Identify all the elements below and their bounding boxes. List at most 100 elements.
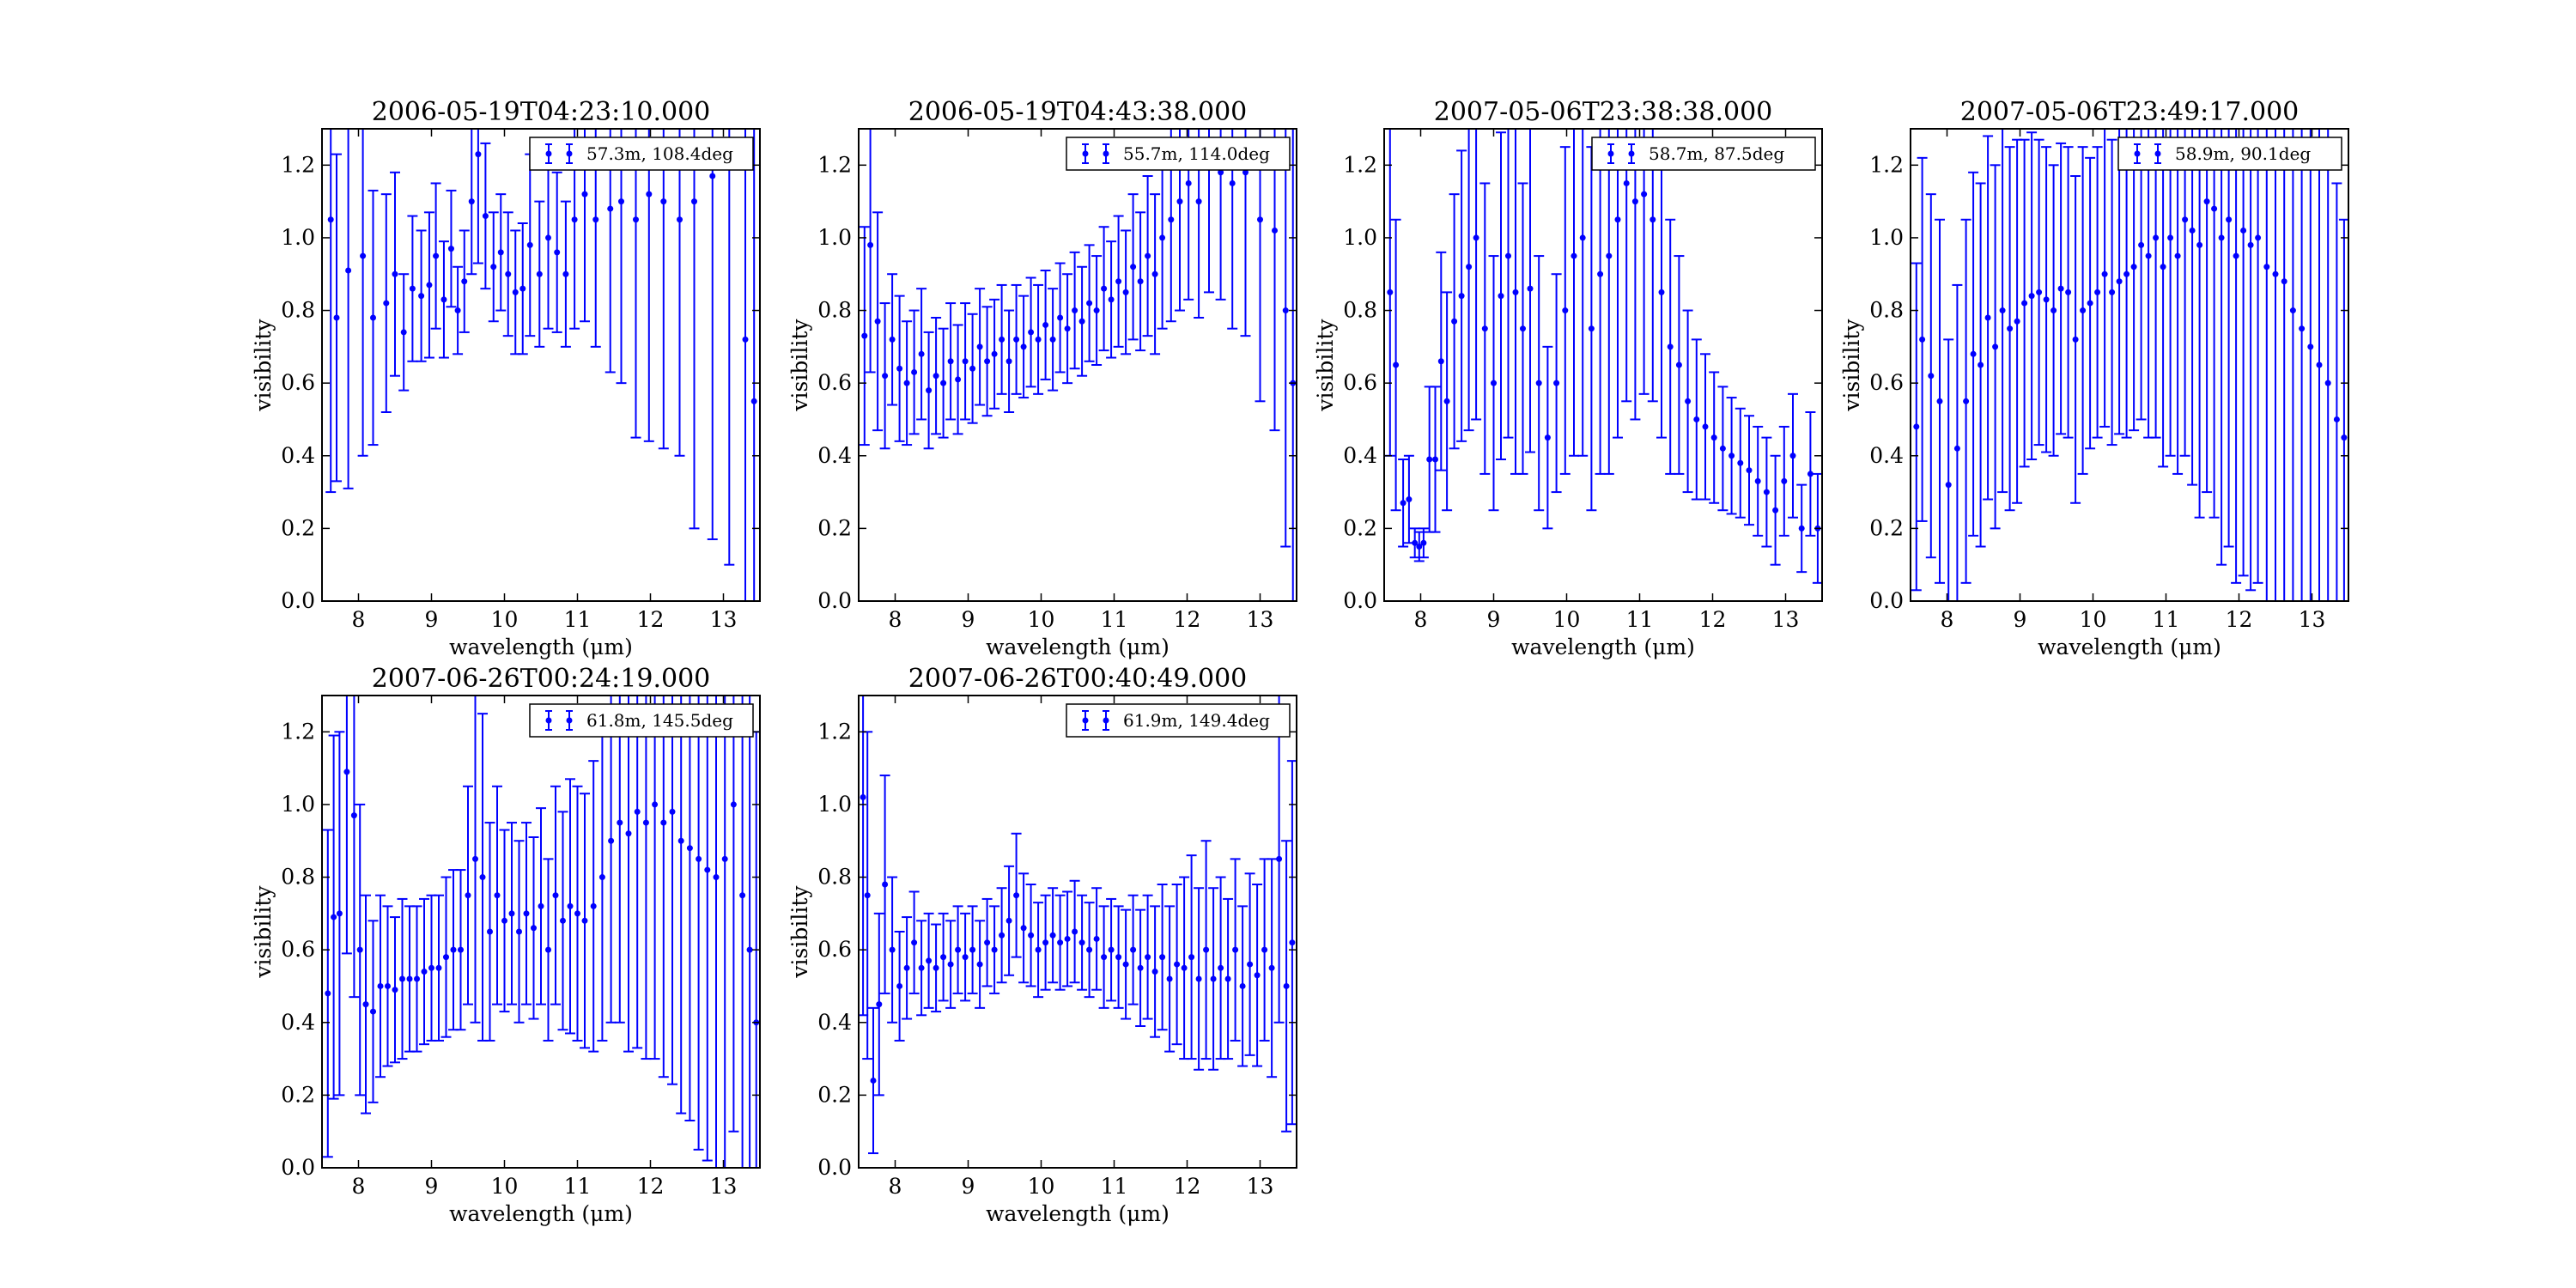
x-tick-label: 10 [1553,607,1581,632]
y-tick-label: 0.8 [817,298,852,323]
x-axis-label: wavelength (μm) [449,635,633,659]
data-point [1630,129,1641,421]
data-point [1069,879,1080,984]
data-point [440,876,452,1038]
data-point [1409,527,1420,559]
data-point [322,829,333,1158]
axes-frame [321,695,761,1169]
y-tick-label: 0.8 [281,298,315,323]
point-marker [1254,972,1261,979]
data-point [1091,887,1103,991]
point-marker [864,892,871,899]
point-marker [1649,216,1656,223]
point-marker [1268,964,1275,971]
point-marker [918,964,925,971]
point-marker [377,982,384,989]
data-point [676,696,687,1115]
data-point [1442,291,1453,512]
point-marker [497,249,504,256]
point-marker [1527,285,1534,292]
point-marker [1702,423,1709,430]
y-tick-label: 0.4 [1343,443,1377,468]
data-point [488,211,499,323]
point-marker [1188,954,1195,961]
point-marker [1195,198,1202,205]
point-marker [1393,361,1400,368]
point-marker [1093,307,1100,314]
data-point [448,869,459,1031]
point-marker [2299,325,2306,332]
point-marker [1491,380,1497,386]
point-marker [742,336,749,343]
data-point [689,129,700,530]
point-marker [505,270,512,277]
data-point [1142,175,1153,337]
point-marker [581,917,588,924]
point-marker [903,964,910,971]
x-tick-label: 9 [2014,607,2027,632]
point-marker [991,350,998,357]
data-point [1018,872,1030,984]
point-marker [1151,969,1158,975]
legend-marker [1082,143,1089,164]
legend-label: 58.9m, 90.1deg [2175,143,2311,164]
data-point [1778,425,1789,537]
y-tick-label: 0.4 [817,443,852,468]
data-point [2187,129,2198,486]
point-marker [882,881,889,888]
point-marker [1232,946,1239,953]
point-marker [1035,336,1042,343]
data-point [390,171,400,377]
point-marker [1272,227,1278,234]
data-point [1761,436,1772,548]
point-marker [1028,329,1035,336]
point-marker [696,855,702,862]
point-marker [677,837,684,844]
data-point [1183,129,1194,301]
data-point [1091,255,1103,366]
point-marker [1936,398,1943,404]
x-tick-label: 11 [564,607,592,632]
point-marker [2203,198,2210,205]
data-point [1121,229,1132,355]
data-point [1613,129,1623,439]
point-marker [861,332,868,339]
point-marker [1571,252,1577,259]
point-marker [991,946,998,953]
data-point [397,897,408,1060]
x-tick-label: 11 [1101,1174,1128,1199]
data-point [1018,295,1030,399]
point-marker [426,282,433,289]
x-axis-label: wavelength (μm) [986,635,1170,659]
point-marker [1505,252,1511,259]
data-point [507,822,517,1005]
point-marker [443,954,449,961]
data-point [1048,288,1059,392]
point-marker [617,819,623,826]
data-point [1033,283,1044,395]
point-marker [1400,500,1406,507]
data-point [328,734,339,1100]
point-marker [642,819,649,826]
data-point [1449,193,1460,450]
point-marker [1984,314,1991,321]
data-point [1647,129,1658,403]
point-marker [969,946,976,953]
point-marker [1159,234,1166,241]
point-marker [1970,350,1977,357]
point-marker [1913,423,1920,430]
point-marker [2028,293,2035,300]
x-tick-label: 13 [1247,1174,1274,1199]
data-point [739,696,746,1168]
point-marker [2307,343,2314,350]
point-marker [1562,307,1569,314]
point-marker [1115,954,1122,961]
point-marker [1218,169,1224,176]
data-point [894,295,905,442]
data-point [1935,218,1945,584]
data-point [1398,459,1409,548]
point-marker [1412,539,1419,546]
point-marker [618,198,624,205]
legend-marker [566,143,573,164]
data-point [1273,696,1285,1024]
